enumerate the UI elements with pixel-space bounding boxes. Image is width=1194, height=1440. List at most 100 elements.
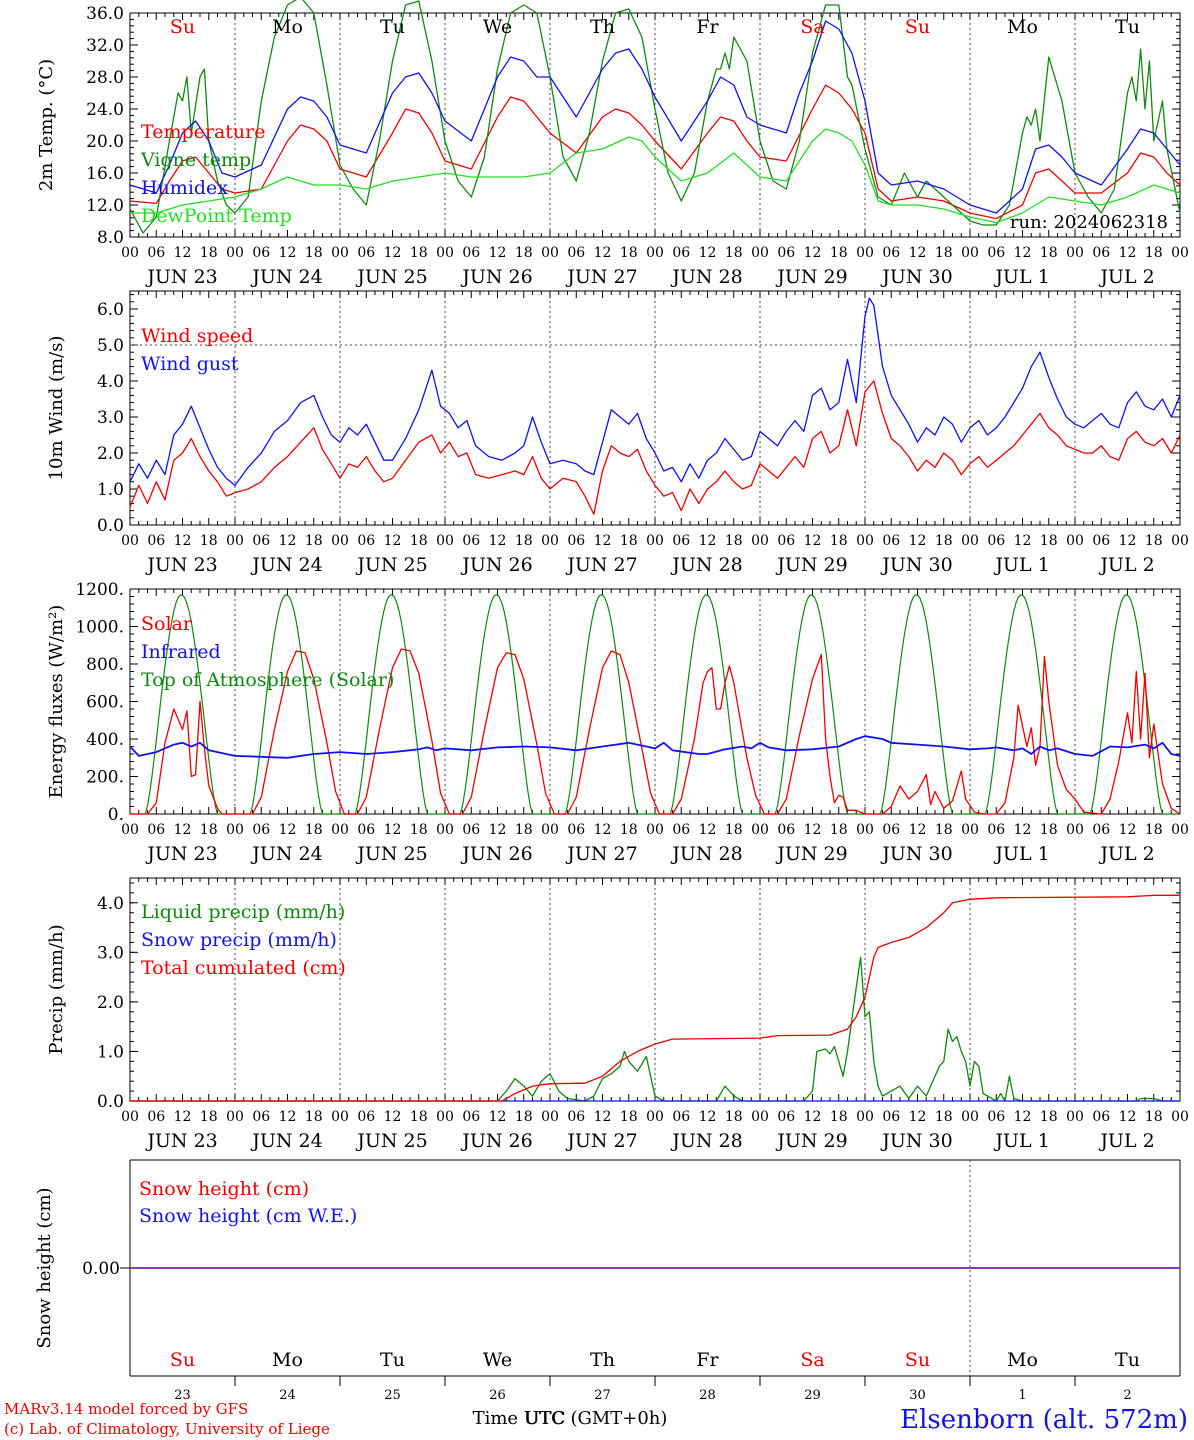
toa-solar-line xyxy=(235,594,340,815)
hour-label: 12 xyxy=(1014,1109,1032,1125)
hour-label: 18 xyxy=(830,1109,848,1125)
run-label: run: 2024062318 xyxy=(1010,212,1168,233)
hour-label: 18 xyxy=(935,245,953,261)
hour-label: 00 xyxy=(751,1109,769,1125)
y-tick-label: 1.0 xyxy=(97,1042,124,1062)
date-label: JUN 24 xyxy=(250,1130,322,1152)
series-line-humidex xyxy=(129,20,1181,214)
series-line-infrared xyxy=(129,735,1181,759)
hour-label: 06 xyxy=(987,245,1005,261)
hour-label: 06 xyxy=(777,533,795,549)
legend-entry: DewPoint Temp xyxy=(141,205,292,227)
hour-label: 00 xyxy=(751,245,769,261)
hour-label: 00 xyxy=(856,533,874,549)
hour-label: 18 xyxy=(935,822,953,838)
y-tick-label: 6.0 xyxy=(97,300,124,320)
date-label: JUN 30 xyxy=(880,1130,952,1152)
y-tick-label: 20.0 xyxy=(86,132,124,152)
date-label: JUN 29 xyxy=(775,266,847,288)
hour-label: 00 xyxy=(1171,533,1189,549)
toa-solar-line xyxy=(445,594,550,815)
date-label: JUL 2 xyxy=(1098,554,1154,576)
date-label: JUN 26 xyxy=(460,554,532,576)
y-tick-label: 800. xyxy=(86,655,124,675)
series-line-dewpoint-temp xyxy=(130,128,1181,224)
hour-label: 12 xyxy=(1119,245,1137,261)
hour-label: 06 xyxy=(882,245,900,261)
toa-solar-line xyxy=(1075,594,1180,815)
series-line-liquid-precip-mm-h- xyxy=(130,956,1180,1102)
hour-label: 18 xyxy=(1145,245,1163,261)
hour-label: 12 xyxy=(489,533,507,549)
y-axis-title: Precip (mm/h) xyxy=(46,924,67,1054)
toa-solar-line xyxy=(865,594,970,815)
hour-label: 00 xyxy=(331,822,349,838)
hour-label: 00 xyxy=(751,533,769,549)
date-label: JUN 25 xyxy=(355,266,427,288)
hour-label: 06 xyxy=(567,245,585,261)
hour-label: 18 xyxy=(725,822,743,838)
hour-label: 18 xyxy=(200,1109,218,1125)
hour-label: 12 xyxy=(594,1109,612,1125)
hour-label: 12 xyxy=(1014,822,1032,838)
date-label: JUL 1 xyxy=(993,554,1049,576)
hour-label: 06 xyxy=(252,245,270,261)
date-label: JUL 2 xyxy=(1098,843,1154,865)
day-number-label: 26 xyxy=(489,1388,506,1403)
date-label: JUN 24 xyxy=(250,554,322,576)
y-tick-label: 8.0 xyxy=(97,228,124,248)
legend-entry: Wind gust xyxy=(141,353,239,375)
weekday-label: We xyxy=(483,16,512,38)
y-tick-label: 1.0 xyxy=(97,480,124,500)
y-tick-label: 4.0 xyxy=(97,372,124,392)
date-label: JUN 27 xyxy=(565,843,637,865)
y-tick-label: 1200. xyxy=(75,580,124,600)
day-number-label: 28 xyxy=(699,1388,716,1403)
hour-label: 18 xyxy=(1040,822,1058,838)
hour-label: 18 xyxy=(725,245,743,261)
hour-label: 18 xyxy=(305,533,323,549)
hour-label: 12 xyxy=(279,822,297,838)
legend-entry: Temperature xyxy=(141,121,265,143)
legend-entry: Humidex xyxy=(141,177,228,199)
hour-label: 00 xyxy=(436,245,454,261)
series-line-wind-gust xyxy=(129,297,1181,487)
hour-label: 18 xyxy=(830,822,848,838)
toa-solar-line xyxy=(550,594,655,815)
hour-label: 12 xyxy=(909,1109,927,1125)
hour-label: 00 xyxy=(856,245,874,261)
hour-label: 18 xyxy=(1040,245,1058,261)
y-tick-label: 1000. xyxy=(75,618,124,638)
hour-label: 12 xyxy=(489,1109,507,1125)
y-tick-label: 5.0 xyxy=(97,336,124,356)
date-label: JUN 28 xyxy=(670,843,742,865)
hour-label: 18 xyxy=(200,245,218,261)
hour-label: 18 xyxy=(410,822,428,838)
toa-solar-line xyxy=(970,594,1075,815)
y-tick-label: 600. xyxy=(86,693,124,713)
hour-label: 00 xyxy=(961,245,979,261)
hour-label: 06 xyxy=(987,822,1005,838)
weekday-label: Sa xyxy=(800,16,824,38)
y-tick-label: 24.0 xyxy=(86,100,124,120)
hour-label: 06 xyxy=(777,822,795,838)
hour-label: 00 xyxy=(751,822,769,838)
hour-label: 00 xyxy=(331,533,349,549)
hour-label: 12 xyxy=(1119,822,1137,838)
hour-label: 12 xyxy=(804,245,822,261)
hour-label: 06 xyxy=(147,533,165,549)
y-tick-label: 0.0 xyxy=(97,516,124,536)
date-label: JUN 30 xyxy=(880,554,952,576)
hour-label: 18 xyxy=(935,1109,953,1125)
y-tick-label: 200. xyxy=(86,768,124,788)
hour-label: 06 xyxy=(462,822,480,838)
y-tick-label: 16.0 xyxy=(86,164,124,184)
weekday-label: Tu xyxy=(1115,16,1140,38)
hour-label: 00 xyxy=(961,533,979,549)
day-number-label: 27 xyxy=(594,1388,611,1403)
date-label: JUN 29 xyxy=(775,554,847,576)
date-label: JUN 27 xyxy=(565,554,637,576)
weekday-label: Th xyxy=(590,16,615,38)
hour-label: 06 xyxy=(1092,1109,1110,1125)
hour-label: 12 xyxy=(909,822,927,838)
